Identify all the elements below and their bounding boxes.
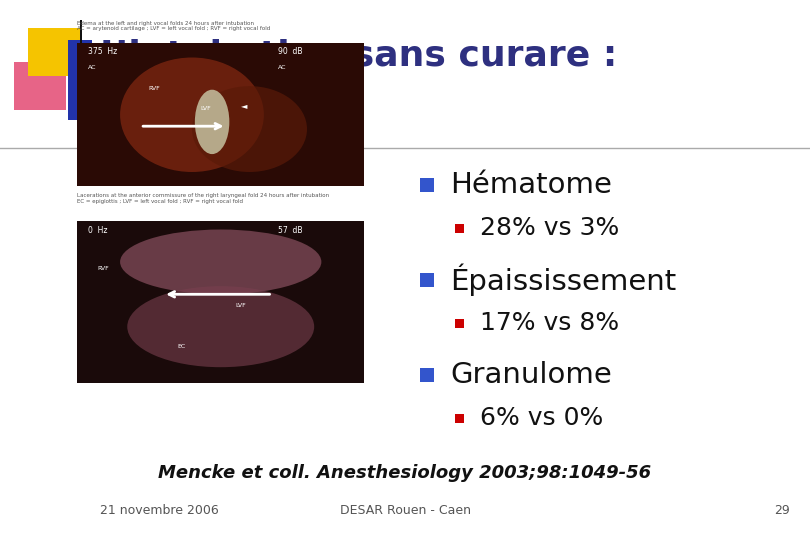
Bar: [80, 20, 82, 130]
Text: Mencke et coll. Anesthesiology 2003;98:1049-56: Mencke et coll. Anesthesiology 2003;98:1…: [159, 464, 651, 482]
Text: AC: AC: [278, 65, 287, 70]
Text: LVF: LVF: [235, 303, 246, 308]
Text: 17% vs 8%: 17% vs 8%: [480, 311, 619, 335]
Text: Épaississement: Épaississement: [450, 264, 676, 296]
Text: morbidité: morbidité: [100, 95, 299, 129]
Text: Lacerations at the anterior commissure of the right laryngeal fold 24 hours afte: Lacerations at the anterior commissure o…: [77, 193, 329, 204]
Text: 57  dB: 57 dB: [278, 226, 303, 235]
Text: DESAR Rouen - Caen: DESAR Rouen - Caen: [339, 503, 471, 516]
Text: 21 novembre 2006: 21 novembre 2006: [100, 503, 219, 516]
Text: RVF: RVF: [97, 266, 109, 271]
Ellipse shape: [127, 286, 314, 367]
Bar: [420, 368, 434, 382]
Bar: [455, 319, 464, 328]
Ellipse shape: [195, 90, 229, 154]
Text: 375  Hz: 375 Hz: [88, 48, 117, 57]
Ellipse shape: [120, 57, 264, 172]
Bar: [420, 178, 434, 192]
Ellipse shape: [192, 86, 307, 172]
Text: RVF: RVF: [149, 86, 160, 91]
Ellipse shape: [120, 230, 322, 294]
Text: EC: EC: [177, 344, 185, 349]
Text: LVF: LVF: [201, 106, 211, 111]
Text: Edema at the left and right vocal folds 24 hours after intubation
AC = arytenoid: Edema at the left and right vocal folds …: [77, 21, 271, 31]
Text: 29: 29: [774, 503, 790, 516]
Text: ◄: ◄: [241, 100, 247, 110]
Text: 28% vs 3%: 28% vs 3%: [480, 216, 620, 240]
Text: 90  dB: 90 dB: [278, 48, 303, 57]
Bar: [455, 414, 464, 423]
Text: Granulome: Granulome: [450, 361, 612, 389]
Bar: [14, 62, 66, 110]
Text: 6% vs 0%: 6% vs 0%: [480, 406, 603, 430]
Text: AC: AC: [88, 65, 97, 70]
Bar: [28, 28, 80, 76]
Bar: [455, 224, 464, 233]
Bar: [68, 40, 92, 120]
Text: Hématome: Hématome: [450, 171, 612, 199]
Bar: [420, 273, 434, 287]
Text: 0  Hz: 0 Hz: [88, 226, 108, 235]
Text: L’intubation sans curare :: L’intubation sans curare :: [100, 38, 617, 72]
